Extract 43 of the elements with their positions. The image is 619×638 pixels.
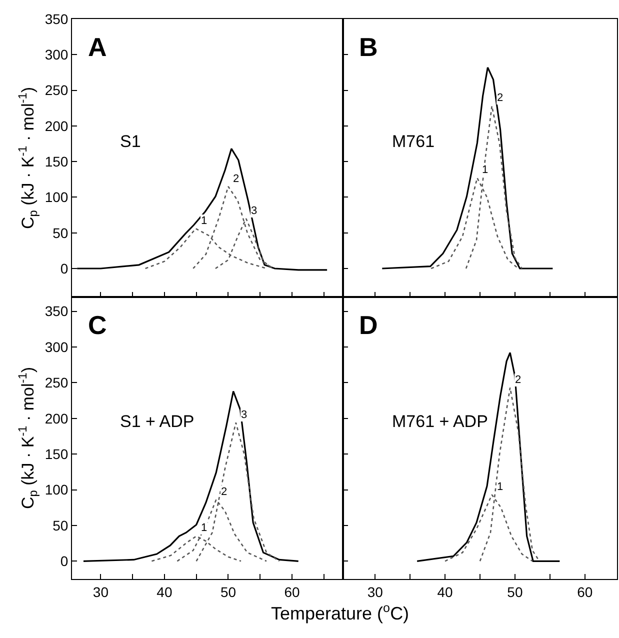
annotation: 1: [482, 164, 488, 176]
y-tick-label: 350: [44, 10, 68, 27]
x-tick-label: 60: [284, 584, 300, 600]
annotation: S1: [120, 132, 141, 151]
x-tick-label: 40: [437, 584, 454, 600]
annotation: C: [88, 310, 107, 340]
annotation: 1: [497, 481, 504, 493]
annotation: M761 + ADP: [392, 412, 488, 431]
y-tick-label: 200: [44, 118, 68, 134]
x-tick-label: 50: [220, 584, 236, 600]
annotation: B: [359, 32, 378, 62]
y-tick-label: 100: [44, 189, 68, 206]
y-tick-label: 200: [44, 410, 68, 426]
x-tick-label: 40: [156, 584, 172, 600]
y-tick-label: 150: [44, 446, 68, 462]
annotation: M761: [392, 132, 435, 151]
x-tick-label: 50: [507, 584, 523, 600]
annotation: A: [88, 32, 107, 62]
annotation: 1: [201, 522, 208, 534]
y-tick-label: 300: [44, 46, 68, 63]
y-tick-label: 300: [44, 338, 68, 355]
y-tick-label: 150: [44, 153, 68, 170]
y-tick-label: 100: [44, 482, 68, 498]
x-tick-label: 60: [577, 584, 593, 600]
annotation: D: [359, 310, 378, 340]
annotation: 3: [241, 409, 248, 421]
annotation: 2: [497, 92, 504, 104]
annotation: 2: [221, 486, 228, 498]
y-tick-label: 350: [44, 303, 68, 320]
x-tick-label: 30: [92, 584, 109, 600]
annotation: 2: [233, 173, 240, 185]
x-tick-label: 30: [367, 584, 384, 600]
annotation: 2: [515, 374, 522, 386]
annotation: S1 + ADP: [120, 412, 194, 431]
y-tick-label: 250: [44, 82, 68, 98]
y-tick-label: 0: [60, 260, 68, 276]
annotation: 3: [251, 205, 258, 217]
y-tick-label: 250: [44, 374, 68, 391]
annotation: 1: [201, 215, 208, 227]
x-axis-title: Temperature ($^{o}$C): [271, 601, 410, 624]
y-tick-label: 50: [52, 517, 68, 534]
y-tick-label: 50: [52, 224, 68, 241]
y-tick-label: 0: [60, 553, 68, 570]
